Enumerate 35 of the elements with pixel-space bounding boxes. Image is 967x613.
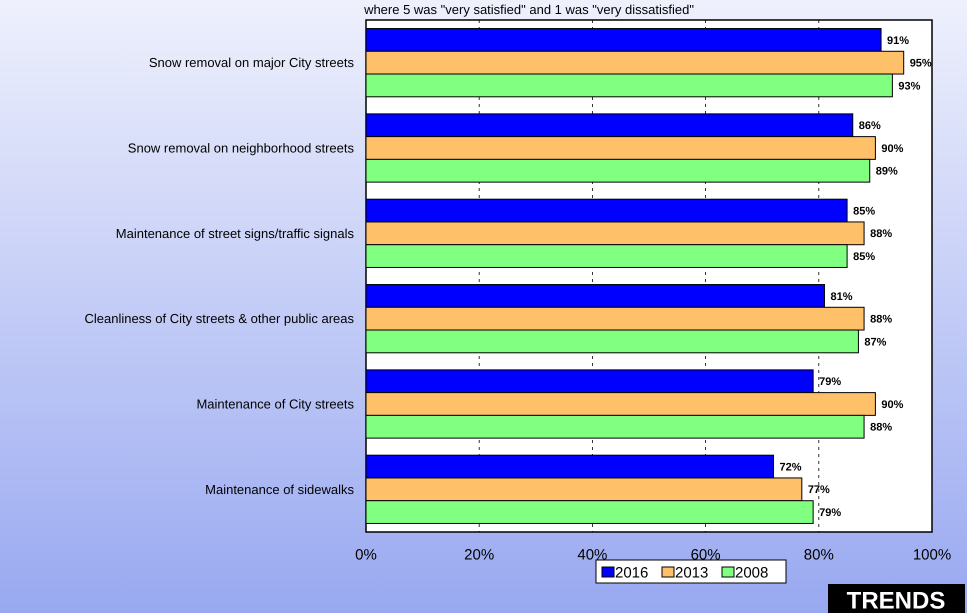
data-label: 77% — [808, 484, 830, 496]
x-tick-label: 60% — [690, 546, 721, 564]
data-label: 88% — [870, 228, 892, 240]
legend-label: 2013 — [675, 564, 708, 582]
y-tick-label: Maintenance of street signs/traffic signals — [116, 226, 354, 241]
text: TRENDS — [846, 587, 946, 613]
x-tick-label: 0% — [355, 546, 377, 564]
y-tick-label: Snow removal on neighborhood streets — [128, 140, 354, 156]
data-label: 72% — [780, 461, 802, 474]
data-label: 86% — [858, 120, 881, 132]
data-label: 88% — [870, 314, 892, 326]
data-label: 87% — [864, 336, 887, 348]
data-label: 85% — [853, 250, 876, 263]
chart-subtitle: where 5 was "very satisfied" and 1 was "very dissatisfied" — [363, 2, 694, 17]
data-label: 88% — [870, 422, 892, 434]
data-label: 89% — [876, 166, 898, 178]
legend-label: 2008 — [735, 564, 768, 582]
x-tick-label: 40% — [577, 546, 608, 564]
y-tick-label: Maintenance of sidewalks — [205, 482, 354, 497]
data-label: 93% — [898, 80, 921, 92]
data-label: 85% — [853, 205, 876, 218]
x-tick-label: 80% — [804, 546, 834, 564]
data-label: 90% — [881, 398, 904, 411]
x-tick-label: 20% — [464, 546, 494, 564]
data-label: 81% — [830, 290, 853, 303]
data-label: 91% — [887, 34, 910, 47]
x-tick-label: 100% — [912, 546, 952, 564]
legend-label: 2016 — [615, 564, 648, 582]
y-tick-label: Cleanliness of City streets & other public areas — [84, 311, 354, 326]
data-label: 95% — [910, 58, 932, 70]
data-label: 90% — [881, 142, 904, 155]
y-tick-label: Snow removal on major City streets — [148, 55, 354, 70]
data-label: 79% — [819, 506, 842, 519]
data-label: 79% — [819, 376, 842, 388]
y-tick-label: Maintenance of City streets — [196, 396, 354, 412]
